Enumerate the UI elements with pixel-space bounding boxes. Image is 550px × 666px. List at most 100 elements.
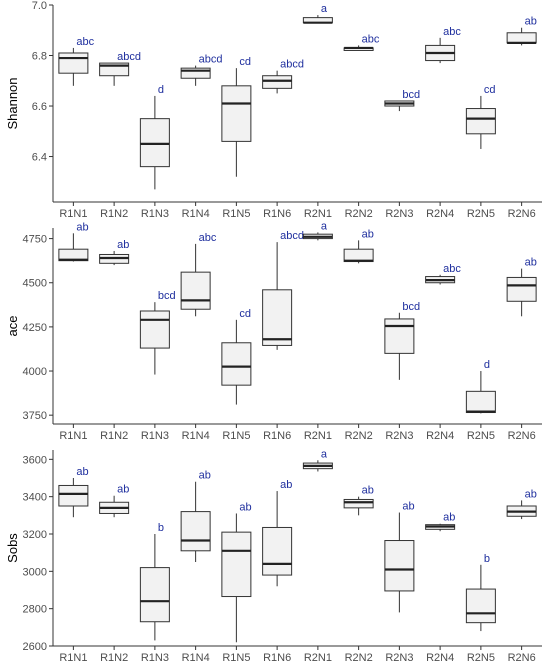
y-tick-label: 6.6 [32, 101, 47, 113]
box-R2N5: cd [465, 84, 496, 149]
x-tick-label: R2N3 [385, 430, 413, 442]
significance-letter: b [484, 553, 490, 565]
x-tick-label: R1N1 [59, 208, 87, 220]
box-R2N1: a [302, 3, 333, 24]
box-iqr [221, 531, 252, 598]
box-R1N5: ab [221, 501, 252, 643]
box-iqr [262, 289, 293, 346]
significance-letter: abc [199, 232, 217, 244]
significance-letter: ab [525, 16, 537, 28]
x-tick-label: R2N2 [345, 652, 373, 664]
x-tick-label: R1N3 [141, 208, 169, 220]
x-tick-label: R1N2 [100, 430, 128, 442]
box-iqr [506, 32, 537, 44]
box-R2N5: d [465, 359, 496, 414]
box-iqr [58, 52, 89, 74]
box-R2N6: ab [506, 16, 537, 46]
x-tick-label: R2N3 [385, 208, 413, 220]
x-tick-label: R2N5 [467, 430, 495, 442]
x-tick-label: R2N5 [467, 208, 495, 220]
significance-letter: ab [525, 488, 537, 500]
box-R1N3: d [139, 84, 170, 190]
box-iqr [180, 511, 211, 552]
significance-letter: abc [76, 36, 94, 48]
x-tick-label: R2N6 [508, 652, 536, 664]
y-axis-title: ace [5, 316, 20, 337]
box-R1N4: abcd [180, 54, 223, 86]
y-tick-label: 2600 [23, 641, 47, 653]
significance-letter: bcd [158, 290, 176, 302]
panel-ace: 37504000425045004750aceababbcdabccdabcda… [5, 220, 542, 442]
box-iqr [139, 567, 170, 623]
y-tick-label: 4250 [23, 322, 47, 334]
significance-letter: abcd [199, 54, 223, 66]
box-R1N4: abc [180, 232, 217, 317]
x-tick-label: R2N6 [508, 208, 536, 220]
x-tick-label: R1N2 [100, 652, 128, 664]
box-R2N2: ab [343, 485, 374, 516]
box-iqr [262, 75, 293, 89]
significance-letter: abc [443, 263, 461, 275]
significance-letter: abcd [280, 230, 304, 242]
x-tick-label: R1N1 [59, 430, 87, 442]
y-tick-label: 4000 [23, 366, 47, 378]
y-tick-label: 3750 [23, 410, 47, 422]
significance-letter: abc [362, 33, 380, 45]
x-tick-label: R1N4 [182, 430, 210, 442]
box-R2N6: ab [506, 257, 537, 317]
box-iqr [506, 276, 537, 302]
x-tick-label: R2N2 [345, 208, 373, 220]
x-tick-label: R1N1 [59, 652, 87, 664]
box-iqr [384, 540, 415, 592]
box-R2N3: bcd [384, 89, 420, 112]
box-R1N2: ab [99, 484, 129, 518]
box-R1N1: ab [58, 221, 89, 262]
y-tick-label: 3200 [23, 529, 47, 541]
box-R1N1: abc [58, 36, 95, 86]
significance-letter: bcd [402, 301, 420, 313]
box-R1N1: ab [58, 466, 89, 518]
box-iqr [465, 588, 496, 624]
significance-letter: ab [117, 239, 129, 251]
x-tick-label: R2N5 [467, 652, 495, 664]
significance-letter: cd [484, 84, 496, 96]
x-tick-label: R1N6 [263, 652, 291, 664]
x-tick-label: R2N4 [426, 208, 454, 220]
significance-letter: ab [443, 512, 455, 524]
box-R1N3: b [139, 522, 170, 641]
x-tick-label: R2N1 [304, 652, 332, 664]
box-R2N2: abc [343, 33, 380, 51]
box-R2N3: ab [384, 501, 415, 613]
y-tick-label: 6.8 [32, 51, 47, 63]
box-R2N4: abc [425, 263, 461, 285]
y-axis-title: Shannon [5, 77, 20, 129]
box-iqr [221, 342, 252, 386]
significance-letter: ab [362, 485, 374, 497]
significance-letter: a [321, 220, 328, 232]
significance-letter: d [158, 84, 164, 96]
box-iqr [465, 108, 496, 135]
significance-letter: ab [402, 501, 414, 513]
y-tick-label: 6.4 [32, 152, 47, 164]
x-tick-label: R1N3 [141, 652, 169, 664]
box-R2N5: b [465, 553, 496, 632]
significance-letter: b [158, 522, 164, 534]
x-tick-label: R2N3 [385, 652, 413, 664]
y-tick-label: 3000 [23, 566, 47, 578]
significance-letter: d [484, 359, 490, 371]
x-tick-label: R1N4 [182, 652, 210, 664]
y-tick-label: 3600 [23, 454, 47, 466]
box-R1N2: ab [99, 239, 129, 266]
significance-letter: ab [525, 257, 537, 269]
x-tick-label: R2N4 [426, 652, 454, 664]
x-tick-label: R2N1 [304, 208, 332, 220]
x-tick-label: R1N2 [100, 208, 128, 220]
box-iqr [180, 271, 211, 310]
x-tick-label: R1N3 [141, 430, 169, 442]
y-tick-label: 7.0 [32, 0, 47, 12]
x-tick-label: R1N5 [222, 430, 250, 442]
box-R1N2: abcd [99, 51, 141, 86]
box-iqr [343, 498, 374, 509]
x-tick-label: R2N2 [345, 430, 373, 442]
